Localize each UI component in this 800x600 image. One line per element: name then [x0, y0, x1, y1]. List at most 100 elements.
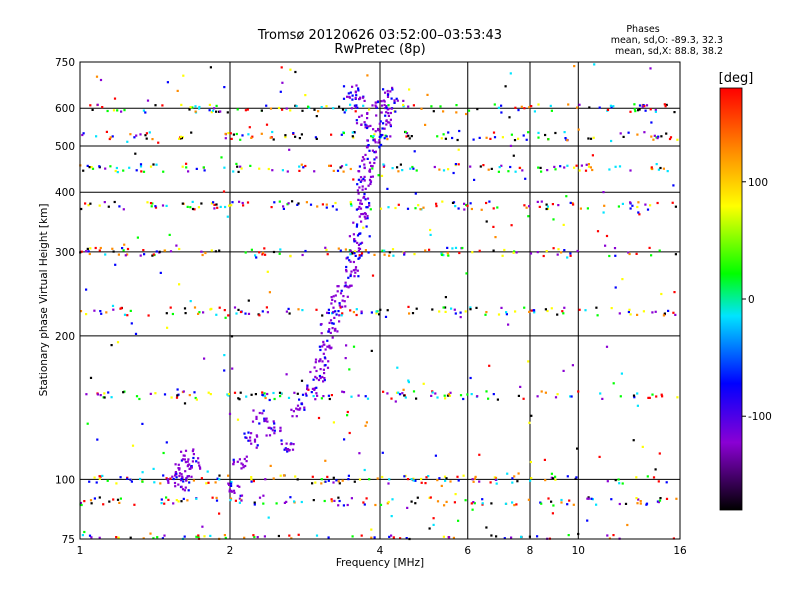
echo-point [323, 377, 326, 380]
echo-point [197, 457, 200, 460]
echo-point [280, 66, 283, 69]
echo-point [364, 217, 367, 220]
echo-point [346, 414, 349, 417]
echo-point [258, 251, 261, 254]
echo-point [504, 85, 507, 88]
echo-point [562, 312, 565, 315]
echo-point [543, 458, 546, 461]
echo-point [556, 253, 559, 256]
echo-point [455, 111, 458, 114]
echo-point [118, 501, 121, 504]
echo-point [327, 330, 330, 333]
echo-point [355, 119, 358, 122]
echo-point [643, 105, 646, 108]
echo-point [618, 482, 621, 485]
echo-point [470, 502, 473, 505]
echo-point [621, 202, 624, 205]
echo-point [444, 310, 447, 313]
echo-point [350, 395, 353, 398]
echo-point [180, 500, 183, 503]
echo-point [566, 475, 569, 478]
echo-point [167, 480, 170, 483]
echo-point [314, 375, 317, 378]
echo-point [261, 253, 264, 256]
echo-point [304, 94, 307, 97]
echo-point [312, 395, 315, 398]
echo-point [405, 537, 408, 540]
echo-point [350, 204, 353, 207]
echo-point [148, 131, 151, 134]
echo-point [165, 441, 168, 444]
echo-point [191, 106, 194, 109]
echo-point [261, 310, 264, 313]
echo-point [610, 139, 613, 143]
echo-point [409, 167, 412, 170]
echo-point [467, 109, 471, 112]
echo-point [208, 109, 211, 112]
echo-point [141, 480, 144, 483]
echo-point [368, 161, 372, 164]
echo-point [174, 474, 177, 477]
echo-point [183, 535, 186, 538]
echo-point [497, 106, 500, 109]
echo-point [626, 523, 629, 527]
echo-point [350, 270, 353, 273]
echo-point [144, 134, 147, 137]
echo-point [435, 205, 438, 208]
echo-point [349, 249, 352, 252]
echo-point [166, 81, 169, 84]
echo-point [295, 105, 298, 108]
echo-point [321, 203, 324, 206]
echo-point [378, 130, 382, 133]
echo-point [211, 109, 215, 112]
echo-point [129, 536, 132, 539]
echo-point [657, 135, 660, 138]
echo-point [237, 397, 240, 400]
echo-point [185, 479, 188, 482]
echo-point [591, 168, 594, 172]
echo-point [183, 454, 186, 457]
echo-point [386, 95, 390, 98]
echo-point [206, 470, 209, 473]
echo-point [279, 248, 282, 251]
echo-point [530, 309, 533, 312]
echo-point [586, 497, 589, 500]
echo-point [388, 535, 391, 538]
echo-point [361, 212, 365, 216]
echo-point [540, 390, 543, 393]
echo-point [381, 451, 384, 454]
echo-point [444, 397, 447, 400]
echo-point [260, 132, 263, 135]
echo-point [354, 105, 357, 109]
echo-point [547, 138, 550, 141]
echo-point [172, 477, 175, 481]
echo-point [255, 256, 258, 259]
echo-point [346, 410, 349, 414]
echo-point [209, 534, 212, 537]
echo-point [392, 536, 395, 539]
echo-point [636, 205, 639, 209]
echo-point [112, 498, 115, 501]
echo-point [261, 393, 264, 396]
echo-point [169, 250, 173, 253]
echo-point [407, 379, 410, 382]
echo-point [124, 254, 127, 257]
echo-point [469, 165, 472, 168]
echo-point [209, 308, 212, 311]
echo-point [459, 311, 462, 314]
echo-point [270, 427, 273, 430]
echo-point [674, 313, 677, 316]
echo-point [469, 376, 472, 380]
echo-point [342, 295, 345, 298]
echo-point [399, 163, 402, 166]
echo-point [197, 534, 200, 537]
echo-point [655, 163, 658, 166]
echo-point [330, 346, 333, 349]
echo-point [542, 254, 545, 258]
echo-point [645, 104, 649, 107]
echo-point [407, 134, 410, 137]
echo-point [338, 482, 341, 485]
echo-point [377, 127, 380, 131]
echo-point [319, 368, 322, 371]
echo-point [313, 366, 316, 369]
